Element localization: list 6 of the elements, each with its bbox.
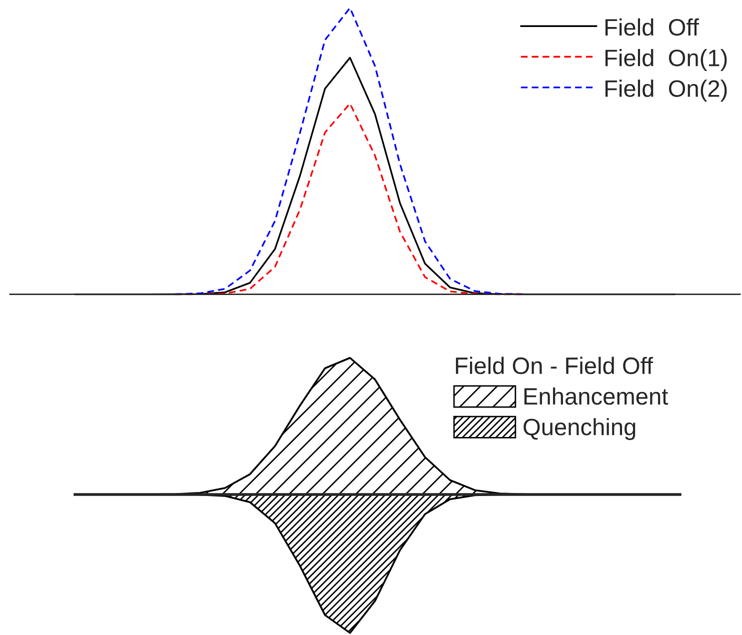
legend-label: Field On(1) [605, 48, 727, 71]
legend-label: Field On(2) [605, 80, 727, 102]
legend-title: Field On - Field Off [456, 356, 654, 374]
legend-label: Quenching [524, 418, 636, 440]
legend-label: Enhancement [524, 387, 668, 405]
legend-label: Field Off [605, 18, 699, 36]
